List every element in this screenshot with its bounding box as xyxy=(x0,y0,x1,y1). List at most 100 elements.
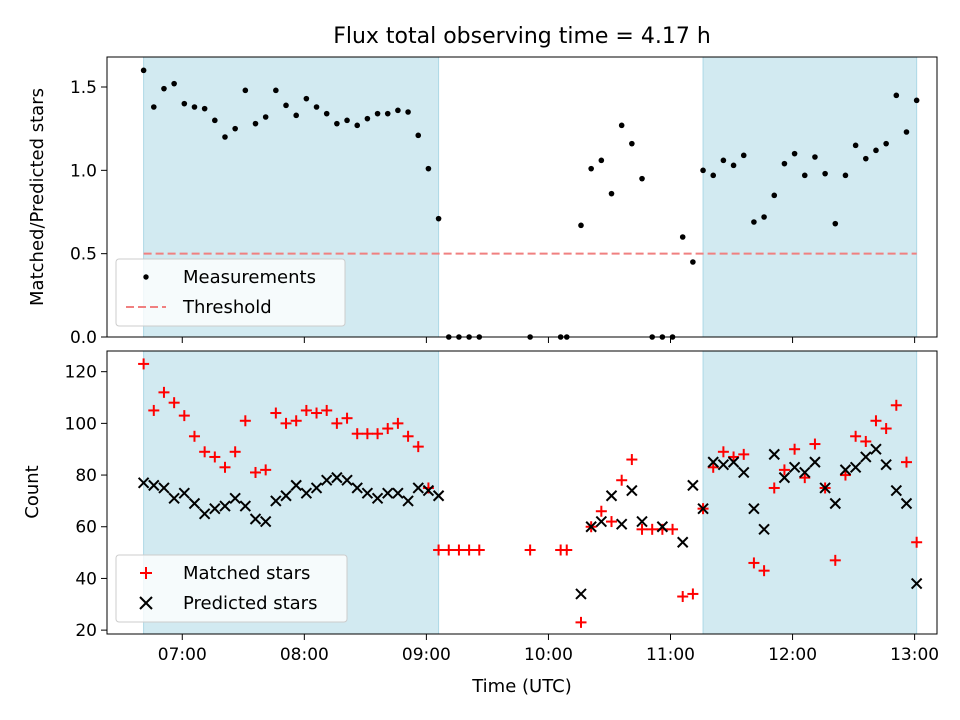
y-tick-label: 100 xyxy=(65,414,97,434)
matched-stars-point xyxy=(707,461,719,473)
matched-stars-point xyxy=(209,451,221,463)
matched-stars-point xyxy=(561,544,573,556)
measurement-point xyxy=(435,215,442,222)
measurement-point xyxy=(425,165,432,172)
legend-marker-measurements xyxy=(143,274,149,280)
measurement-point xyxy=(832,220,839,227)
measurement-point xyxy=(283,102,289,109)
legend-marker-predicted-stars xyxy=(139,596,153,610)
predicted-stars-point xyxy=(402,495,414,507)
measurement-point xyxy=(252,120,259,127)
measurement-point xyxy=(354,122,361,129)
chart-title: Flux total observing time = 4.17 h xyxy=(333,24,711,49)
measurement-point xyxy=(232,125,238,132)
matched-stars-point xyxy=(890,399,902,411)
measurement-point xyxy=(140,67,147,74)
matched-stars-point xyxy=(280,417,292,429)
predicted-stars-point xyxy=(748,502,760,515)
measurement-point xyxy=(384,110,391,117)
measurement-point xyxy=(181,100,188,107)
measurement-point xyxy=(415,132,422,139)
predicted-stars-point xyxy=(738,466,750,479)
count-panel-legend-box xyxy=(115,554,348,623)
predicted-stars-point xyxy=(259,515,272,528)
matched-stars-point xyxy=(300,404,312,416)
predicted-stars-point xyxy=(412,482,424,494)
predicted-stars-point xyxy=(320,474,333,486)
matched-stars-point xyxy=(799,472,811,484)
predicted-stars-point xyxy=(768,448,780,461)
y-tick-label: 1.0 xyxy=(70,161,97,181)
measurement-point xyxy=(374,110,381,117)
matched-stars-point xyxy=(331,417,343,429)
predicted-stars-point xyxy=(585,521,597,533)
measurement-point xyxy=(242,87,249,94)
predicted-stars-point xyxy=(758,523,770,536)
matched-stars-point xyxy=(768,482,780,494)
predicted-stars-point xyxy=(188,497,201,510)
predicted-stars-point xyxy=(697,502,709,515)
count-panel-x-axis-label: Time (UTC) xyxy=(471,676,572,697)
x-tick-label: 11:00 xyxy=(646,645,695,665)
ratio-panel-legend-box xyxy=(115,258,346,327)
matched-stars-point xyxy=(778,464,790,476)
matched-stars-point xyxy=(626,454,638,466)
measurement-point xyxy=(751,219,757,225)
matched-stars-point xyxy=(443,544,455,556)
measurement-point xyxy=(883,140,889,147)
y-tick-label: 0.5 xyxy=(70,245,97,265)
matched-stars-point xyxy=(595,505,607,517)
matched-stars-point xyxy=(738,448,750,460)
y-tick-label: 40 xyxy=(75,569,97,589)
predicted-stars-point xyxy=(137,477,150,489)
matched-stars-point xyxy=(321,404,333,416)
predicted-stars-point xyxy=(198,508,211,520)
matched-stars-point xyxy=(392,417,404,429)
matched-stars-point xyxy=(616,474,628,486)
matched-stars-point xyxy=(453,544,465,556)
predicted-stars-point xyxy=(880,459,892,471)
predicted-stars-point xyxy=(890,484,903,497)
y-tick-label: 80 xyxy=(75,466,97,486)
measurement-point xyxy=(334,120,340,127)
measurement-point xyxy=(191,104,198,110)
matched-stars-point xyxy=(138,358,150,370)
predicted-stars-point xyxy=(310,482,323,494)
matched-stars-point xyxy=(575,616,587,628)
matched-stars-point xyxy=(311,407,323,419)
predicted-stars-point xyxy=(809,456,821,468)
measurement-point xyxy=(598,157,605,164)
predicted-stars-point xyxy=(910,577,923,590)
predicted-stars-point xyxy=(178,487,191,499)
measurement-point xyxy=(222,134,228,140)
measurement-point xyxy=(730,162,737,169)
matched-stars-point xyxy=(728,451,740,463)
measurement-point xyxy=(273,87,279,94)
count-panel-frame xyxy=(106,350,938,635)
measurement-point xyxy=(293,112,299,119)
matched-stars-point xyxy=(758,565,770,577)
measurement-point xyxy=(303,95,310,102)
measurement-point xyxy=(801,172,808,179)
measurement-point xyxy=(771,192,778,199)
predicted-stars-point xyxy=(860,451,872,463)
predicted-stars-point xyxy=(626,484,638,497)
predicted-stars-point xyxy=(799,466,811,479)
measurement-point xyxy=(364,115,371,122)
predicted-stars-point xyxy=(849,461,862,474)
ratio-panel: 0.0 0.5 1.0 1.5 Matched/Predicted stars Mea… xyxy=(27,56,938,348)
matched-stars-point xyxy=(361,428,373,440)
legend-marker-matched-stars xyxy=(140,567,152,579)
predicted-stars-point xyxy=(788,461,801,474)
ratio-panel-x-axis xyxy=(181,337,916,343)
matched-stars-point xyxy=(463,544,475,556)
matched-stars-point xyxy=(433,544,445,556)
y-tick-label: 0.0 xyxy=(70,328,97,348)
measurement-point xyxy=(405,109,411,115)
matched-stars-point xyxy=(473,544,485,556)
ratio-panel-legend: Measurements Threshold xyxy=(115,258,346,327)
predicted-stars-point xyxy=(148,479,160,492)
x-tick-label: 10:00 xyxy=(524,645,573,665)
predicted-stars-point xyxy=(727,456,740,468)
matched-stars-point xyxy=(250,466,262,478)
